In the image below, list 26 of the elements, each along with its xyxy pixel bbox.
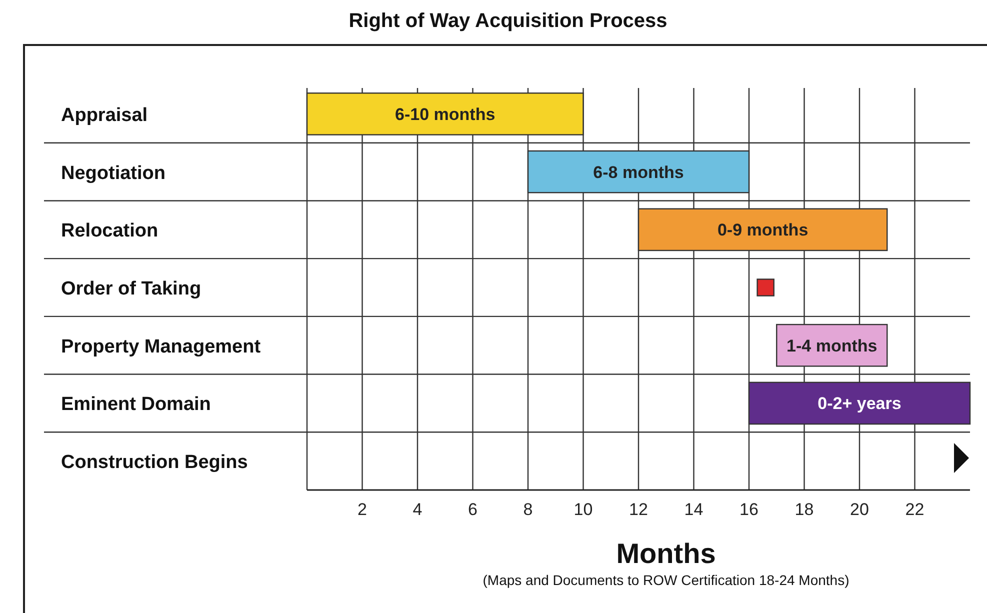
data-label: 1-4 months [786,336,878,356]
y-tick-label: Relocation [61,220,158,242]
y-tick-label: Order of Taking [61,278,202,300]
x-tick-label: 12 [629,500,648,519]
data-label: 0-9 months [717,220,808,240]
y-tick-label: Construction Begins [61,452,248,474]
chart-title: Right of Way Acquisition Process [348,10,668,32]
x-tick-label: 2 [358,500,367,519]
x-tick-label: 4 [412,500,422,519]
data-label: 6-8 months [593,162,684,182]
x-tick-label: 10 [574,500,593,519]
x-tick-label: 22 [905,500,924,519]
x-axis-title: Months [616,538,716,569]
x-tick-label: 20 [850,500,869,519]
text: (Maps and Documents to ROW Certification 18-24 Months) [482,572,850,588]
x-tick-label: 6 [468,500,478,519]
y-tick-label: Eminent Domain [61,394,211,416]
x-tick-label: 16 [740,500,758,519]
y-tick-label: Property Management [61,336,262,358]
y-tick-label: Appraisal [61,104,148,126]
y-tick-label: Negotiation [61,162,166,184]
data-label: 0-2+ years [818,394,902,414]
x-tick-label: 8 [523,500,533,519]
x-tick-label: 14 [684,500,704,519]
x-tick-label: 18 [794,500,814,519]
data-label: 6-10 months [395,104,496,124]
